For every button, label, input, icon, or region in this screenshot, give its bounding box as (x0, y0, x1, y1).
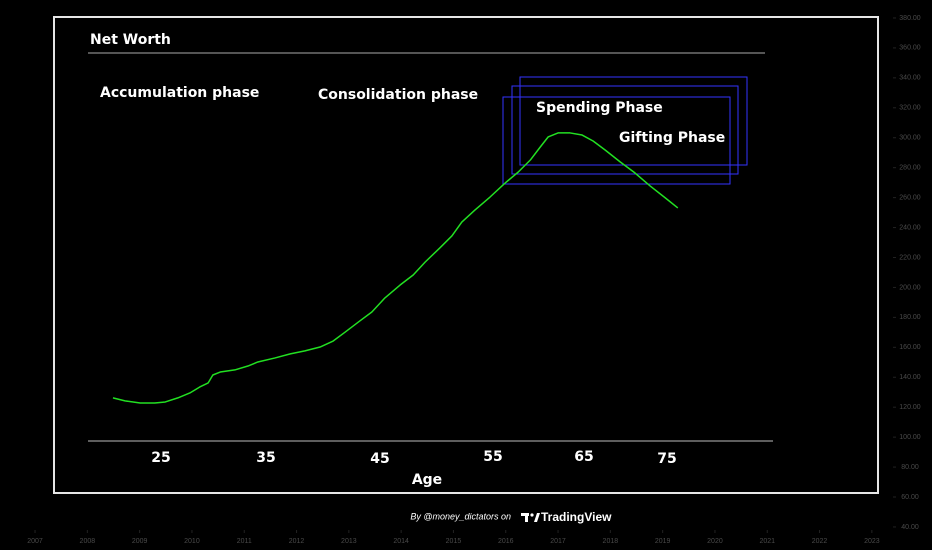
x-tick-label: 2019 (655, 538, 671, 545)
x-tick-label: 2010 (184, 538, 200, 545)
phase-box (519, 76, 748, 166)
phase-box (511, 85, 739, 175)
logo-part (534, 513, 540, 522)
age-label: 65 (574, 449, 593, 465)
chart-title: Net Worth (90, 32, 171, 48)
x-tick-label: 2018 (603, 538, 619, 545)
y-tick-label: 220.00 (899, 254, 921, 261)
y-tick-label: 200.00 (899, 284, 921, 291)
x-tick-label: 2009 (132, 538, 148, 545)
y-tick-label: 40.00 (901, 524, 919, 531)
brand-logo (521, 513, 540, 522)
x-tick-label: 2013 (341, 538, 357, 545)
y-tick-label: 260.00 (899, 194, 921, 201)
x-tick-label: 2016 (498, 538, 514, 545)
x-axis-label: Age (412, 472, 442, 488)
y-tick-label: 100.00 (899, 434, 921, 441)
y-tick-label: 120.00 (899, 404, 921, 411)
x-tick-label: 2022 (812, 538, 828, 545)
x-tick-label: 2011 (237, 538, 252, 545)
logo-part (530, 513, 534, 517)
annotation: Spending Phase (536, 100, 663, 116)
x-tick-label: 2008 (80, 538, 96, 545)
age-label: 45 (370, 451, 389, 467)
x-tick-label: 2021 (759, 538, 775, 545)
y-tick-label: 320.00 (899, 105, 921, 112)
y-tick-label: 140.00 (899, 374, 921, 381)
age-label: 75 (657, 451, 676, 467)
x-tick-label: 2020 (707, 538, 723, 545)
y-tick-label: 80.00 (901, 464, 919, 471)
x-tick-label: 2012 (289, 538, 305, 545)
y-tick-label: 340.00 (899, 75, 921, 82)
brand: TradingView (541, 510, 612, 524)
age-label: 25 (151, 450, 170, 466)
frame (53, 16, 879, 494)
y-tick-label: 160.00 (899, 344, 921, 351)
x-tick-label: 2017 (550, 538, 566, 545)
age-label: 55 (483, 449, 502, 465)
logo-part (525, 513, 528, 522)
line-series (112, 132, 679, 404)
y-tick-label: 240.00 (899, 224, 921, 231)
credit: By @money_dictators on (410, 511, 511, 521)
age-label: 35 (256, 450, 275, 466)
phase-box (502, 96, 731, 185)
x-tick-label: 2023 (864, 538, 880, 545)
x-tick-label: 2007 (27, 538, 43, 545)
y-tick-label: 280.00 (899, 165, 921, 172)
x-tick-label: 2014 (393, 538, 409, 545)
x-tick-label: 2015 (446, 538, 462, 545)
y-tick-label: 360.00 (899, 45, 921, 52)
y-tick-label: 180.00 (899, 314, 921, 321)
annotation: Gifting Phase (619, 130, 725, 146)
y-tick-label: 60.00 (901, 494, 919, 501)
annotation: Accumulation phase (100, 85, 259, 101)
annotation: Consolidation phase (318, 87, 478, 103)
y-tick-label: 300.00 (899, 135, 921, 142)
y-tick-label: 380.00 (899, 15, 921, 22)
